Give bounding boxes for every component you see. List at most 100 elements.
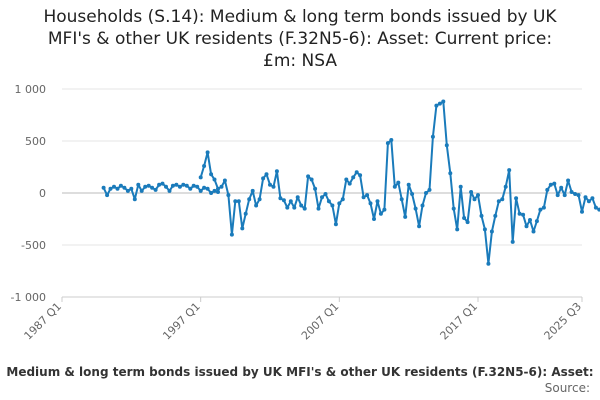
data-point[interactable] bbox=[136, 182, 141, 187]
data-point[interactable] bbox=[205, 186, 210, 191]
data-point[interactable] bbox=[427, 187, 432, 192]
data-point[interactable] bbox=[538, 207, 543, 212]
data-point[interactable] bbox=[365, 193, 370, 198]
data-point[interactable] bbox=[593, 205, 598, 210]
data-point[interactable] bbox=[306, 174, 311, 179]
data-point[interactable] bbox=[164, 184, 168, 189]
data-point[interactable] bbox=[268, 182, 272, 187]
data-point[interactable] bbox=[455, 227, 460, 232]
data-point[interactable] bbox=[271, 184, 276, 189]
data-point[interactable] bbox=[216, 186, 220, 191]
data-point[interactable] bbox=[132, 197, 137, 202]
data-point[interactable] bbox=[486, 261, 491, 266]
data-point[interactable] bbox=[205, 150, 210, 155]
data-point[interactable] bbox=[444, 143, 449, 148]
data-point[interactable] bbox=[562, 193, 567, 198]
data-point[interactable] bbox=[576, 193, 581, 198]
data-point[interactable] bbox=[157, 182, 162, 187]
data-point[interactable] bbox=[112, 184, 116, 189]
data-point[interactable] bbox=[465, 220, 470, 225]
data-point[interactable] bbox=[195, 184, 200, 189]
data-point[interactable] bbox=[233, 199, 238, 204]
data-point[interactable] bbox=[354, 170, 359, 175]
data-point[interactable] bbox=[198, 175, 203, 180]
data-point[interactable] bbox=[569, 190, 574, 194]
data-point[interactable] bbox=[597, 207, 600, 212]
data-point[interactable] bbox=[170, 183, 175, 188]
data-point[interactable] bbox=[129, 186, 134, 191]
data-point[interactable] bbox=[288, 199, 293, 204]
data-point[interactable] bbox=[222, 178, 227, 183]
data-point[interactable] bbox=[590, 196, 595, 201]
data-point[interactable] bbox=[184, 183, 189, 188]
data-point[interactable] bbox=[219, 184, 224, 189]
data-point[interactable] bbox=[202, 164, 207, 168]
data-point[interactable] bbox=[150, 185, 155, 190]
data-point[interactable] bbox=[378, 211, 383, 216]
data-point[interactable] bbox=[548, 182, 553, 187]
data-point[interactable] bbox=[441, 99, 446, 104]
data-point[interactable] bbox=[264, 172, 269, 177]
data-point[interactable] bbox=[243, 211, 248, 216]
data-point[interactable] bbox=[209, 172, 214, 177]
data-point[interactable] bbox=[476, 193, 480, 198]
data-point[interactable] bbox=[583, 195, 588, 200]
data-point[interactable] bbox=[274, 169, 279, 174]
data-point[interactable] bbox=[209, 191, 214, 195]
data-point[interactable] bbox=[403, 214, 408, 219]
data-point[interactable] bbox=[351, 175, 356, 180]
data-point[interactable] bbox=[191, 183, 196, 188]
data-point[interactable] bbox=[541, 205, 546, 210]
data-point[interactable] bbox=[417, 224, 422, 229]
data-point[interactable] bbox=[586, 199, 591, 204]
data-point[interactable] bbox=[115, 186, 120, 191]
data-point[interactable] bbox=[309, 177, 314, 182]
data-point[interactable] bbox=[261, 176, 266, 181]
data-point[interactable] bbox=[424, 191, 428, 195]
data-point[interactable] bbox=[236, 199, 241, 204]
data-point[interactable] bbox=[517, 211, 522, 216]
data-point[interactable] bbox=[375, 199, 380, 204]
data-point[interactable] bbox=[337, 201, 342, 206]
data-point[interactable] bbox=[448, 171, 453, 176]
data-point[interactable] bbox=[507, 168, 512, 173]
data-point[interactable] bbox=[514, 196, 519, 201]
data-point[interactable] bbox=[105, 193, 110, 198]
data-point[interactable] bbox=[385, 141, 390, 146]
data-point[interactable] bbox=[202, 185, 207, 190]
data-point[interactable] bbox=[257, 197, 262, 202]
data-point[interactable] bbox=[143, 184, 148, 189]
data-point[interactable] bbox=[118, 183, 123, 188]
data-point[interactable] bbox=[340, 197, 345, 202]
data-point[interactable] bbox=[573, 192, 578, 196]
data-point[interactable] bbox=[413, 206, 418, 211]
data-point[interactable] bbox=[503, 184, 508, 189]
data-point[interactable] bbox=[469, 190, 474, 194]
data-point[interactable] bbox=[531, 229, 536, 234]
data-point[interactable] bbox=[240, 226, 245, 231]
data-point[interactable] bbox=[493, 213, 498, 218]
data-point[interactable] bbox=[139, 188, 144, 193]
data-point[interactable] bbox=[566, 178, 571, 183]
data-point[interactable] bbox=[125, 188, 130, 193]
data-point[interactable] bbox=[188, 186, 193, 191]
data-point[interactable] bbox=[320, 195, 324, 200]
data-point[interactable] bbox=[521, 212, 526, 217]
data-point[interactable] bbox=[216, 190, 220, 194]
data-point[interactable] bbox=[545, 187, 550, 192]
data-point[interactable] bbox=[524, 224, 529, 229]
data-point[interactable] bbox=[399, 197, 404, 202]
data-point[interactable] bbox=[510, 239, 515, 244]
data-point[interactable] bbox=[281, 198, 286, 203]
data-point[interactable] bbox=[479, 213, 484, 218]
data-point[interactable] bbox=[528, 218, 532, 222]
data-point[interactable] bbox=[101, 185, 106, 190]
data-point[interactable] bbox=[496, 199, 501, 204]
data-point[interactable] bbox=[434, 103, 439, 108]
data-point[interactable] bbox=[458, 184, 463, 189]
data-point[interactable] bbox=[285, 205, 290, 210]
data-point[interactable] bbox=[472, 197, 477, 202]
data-point[interactable] bbox=[177, 184, 182, 189]
data-point[interactable] bbox=[226, 193, 231, 198]
data-point[interactable] bbox=[580, 209, 584, 214]
